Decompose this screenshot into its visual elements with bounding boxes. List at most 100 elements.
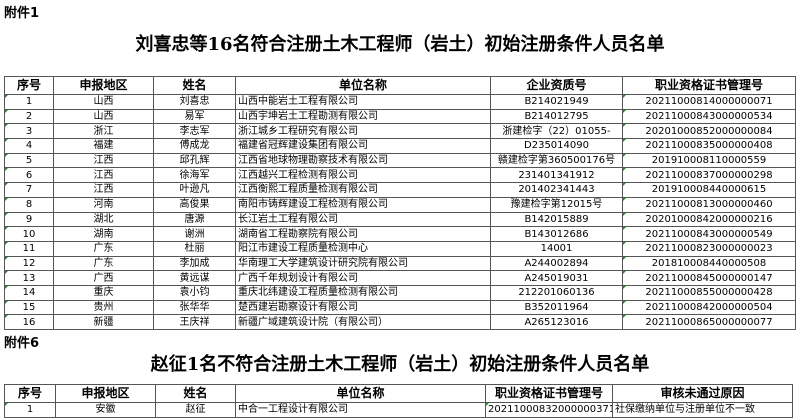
attachment-label-2: 附件6	[4, 336, 40, 351]
table-cell: 长江岩土工程有限公司	[235, 211, 491, 228]
table-cell: 4	[4, 138, 54, 154]
table-row: 1 山西 刘喜忠 山西中能岩土工程有限公司 B214021949 202110008140…	[4, 94, 796, 110]
table-cell: 江西	[53, 152, 154, 169]
table-cell: 阳江市建设工程质量检测中心	[235, 240, 491, 257]
column-header: 姓名	[155, 384, 236, 403]
table-cell: 浙建检字（22）01055-	[490, 123, 623, 140]
table-cell: 张华华	[153, 299, 236, 316]
table-cell: 广西千年规划设计有限公司	[235, 270, 491, 286]
table-cell: 浙江城乡工程研究有限公司	[235, 123, 491, 140]
table-cell: 江西省地球物理勘察技术有限公司	[235, 152, 491, 169]
table-cell: 浙江	[53, 123, 154, 140]
table-cell: 201910008110000559	[622, 152, 796, 169]
column-header: 申报地区	[55, 384, 156, 403]
table-cell: 广西	[53, 270, 154, 286]
table-cell: 20211000813000000460	[622, 196, 796, 213]
table-cell: B214012795	[490, 108, 623, 125]
list-title-1: 刘喜忠等16名符合注册土木工程师（岩土）初始注册条件人员名单	[135, 34, 665, 55]
table-cell: 1	[4, 402, 56, 418]
table-row: 9 湖北 唐源 长江岩土工程有限公司 B142015889 202010008420000…	[4, 211, 796, 228]
table-row: 6 江西 徐海军 江西越兴工程检测有限公司 231401341912 2021100083…	[4, 167, 796, 184]
table-cell: 楚西建岩勘察设计有限公司	[235, 299, 491, 316]
table-cell: 湖北	[53, 211, 154, 228]
table-cell: 广东	[53, 240, 154, 257]
table-row: 15 贵州 张华华 楚西建岩勘察设计有限公司 B352011964 20211000842…	[4, 299, 796, 316]
table-cell: 叶逊凡	[153, 182, 236, 198]
table-cell: 谢洲	[153, 226, 236, 242]
table-cell: 6	[4, 167, 54, 184]
table-cell: 20211000845000000147	[622, 270, 796, 286]
qualified-table: 序号 申报地区 姓名 单位名称 企业资质号 职业资格证书管理号 1 山西 刘喜忠 山西中能岩土工程…	[4, 76, 796, 330]
table-cell: 20211000837000000298	[622, 167, 796, 184]
table-cell: 王庆祥	[153, 314, 236, 330]
table-cell: 13	[4, 270, 54, 286]
column-header: 姓名	[153, 76, 236, 95]
table-cell: 中合一工程设计有限公司	[235, 402, 486, 418]
table-cell: 易军	[153, 108, 236, 125]
table-row: 12 广东 李加成 华南理工大学建筑设计研究院有限公司 A244002894 201810…	[4, 255, 796, 272]
table-row: 3 浙江 李志军 浙江城乡工程研究有限公司 浙建检字（22）01055- 20201000…	[4, 123, 796, 140]
column-header: 职业资格证书管理号	[622, 76, 796, 95]
table-cell: 山西中能岩土工程有限公司	[235, 94, 491, 110]
column-header: 申报地区	[53, 76, 154, 95]
table-cell: 李加成	[153, 255, 236, 272]
table-cell: 社保缴纳单位与注册单位不一致	[612, 402, 793, 418]
table-cell: 8	[4, 196, 54, 213]
unqualified-table: 序号 申报地区 姓名 单位名称 职业资格证书管理号 审核未通过原因 1 安徽 赵征 中合一工程设计…	[4, 384, 793, 418]
table-row: 14 重庆 袁小钧 重庆北纬建设工程质量检测有限公司 212201060136 20211…	[4, 284, 796, 301]
table-cell: 10	[4, 226, 54, 242]
table-cell: 新疆广域建筑设计院（有限公司）	[235, 314, 491, 330]
table-cell: 14	[4, 284, 54, 301]
table-cell: A244002894	[490, 255, 623, 272]
table-cell: 唐源	[153, 211, 236, 228]
table-cell: 山西	[53, 108, 154, 125]
table-cell: 7	[4, 182, 54, 198]
column-header: 职业资格证书管理号	[485, 384, 613, 403]
table-cell: 黄远谋	[153, 270, 236, 286]
table-cell: 赵征	[155, 402, 236, 418]
table-cell: 201810008440000508	[622, 255, 796, 272]
table-cell: 贵州	[53, 299, 154, 316]
table-cell: B142015889	[490, 211, 623, 228]
table-cell: 河南	[53, 196, 154, 213]
column-header: 审核未通过原因	[612, 384, 793, 403]
table-cell: 福建省冠辉建设集团有限公司	[235, 138, 491, 154]
table-cell: 12	[4, 255, 54, 272]
table-cell: A265123016	[490, 314, 623, 330]
table-cell: 湖南	[53, 226, 154, 242]
table-cell: 3	[4, 123, 54, 140]
table-cell: 华南理工大学建筑设计研究院有限公司	[235, 255, 491, 272]
table-row: 2 山西 易军 山西宇坤岩土工程勘测有限公司 B214012795 20211000843…	[4, 108, 796, 125]
table-cell: 2	[4, 108, 54, 125]
table-cell: 李志军	[153, 123, 236, 140]
table-cell: 20211000843000000549	[622, 226, 796, 242]
table-cell: 湖南省工程勘察院有限公司	[235, 226, 491, 242]
table-row: 13 广西 黄远谋 广西千年规划设计有限公司 A245019031 20211000845…	[4, 270, 796, 286]
table-cell: 江西	[53, 182, 154, 198]
table-cell: 20211000843000000534	[622, 108, 796, 125]
table-cell: 20211000832000000371	[485, 402, 613, 418]
table-cell: 江西越兴工程检测有限公司	[235, 167, 491, 184]
table-cell: 9	[4, 211, 54, 228]
table-cell: 江西衡熙工程质量检测有限公司	[235, 182, 491, 198]
table-cell: A245019031	[490, 270, 623, 286]
table-row: 16 新疆 王庆祥 新疆广域建筑设计院（有限公司） A265123016 20211000…	[4, 314, 796, 330]
column-header: 序号	[4, 76, 54, 95]
table-cell: 15	[4, 299, 54, 316]
column-header: 单位名称	[235, 76, 491, 95]
attachment-label-1: 附件1	[4, 6, 40, 21]
table-cell: 广东	[53, 255, 154, 272]
table-cell: B143012686	[490, 226, 623, 242]
table-cell: 201910008440000615	[622, 182, 796, 198]
table-cell: 山西	[53, 94, 154, 110]
table-cell: 20201000842000000216	[622, 211, 796, 228]
table-row: 7 江西 叶逊凡 江西衡熙工程质量检测有限公司 201402341443 20191000…	[4, 182, 796, 198]
column-header: 序号	[4, 384, 56, 403]
table-cell: 20211000842000000504	[622, 299, 796, 316]
table-row: 8 河南 高俊果 南阳市铸辉建设工程检测有限公司 豫建检字第12015号 20211000…	[4, 196, 796, 213]
table-cell: 傅成龙	[153, 138, 236, 154]
table-cell: 20211000823000000023	[622, 240, 796, 257]
table-cell: 新疆	[53, 314, 154, 330]
table-row: 11 广东 杜丽 阳江市建设工程质量检测中心 14001 2021100082300000…	[4, 240, 796, 257]
table-cell: 231401341912	[490, 167, 623, 184]
